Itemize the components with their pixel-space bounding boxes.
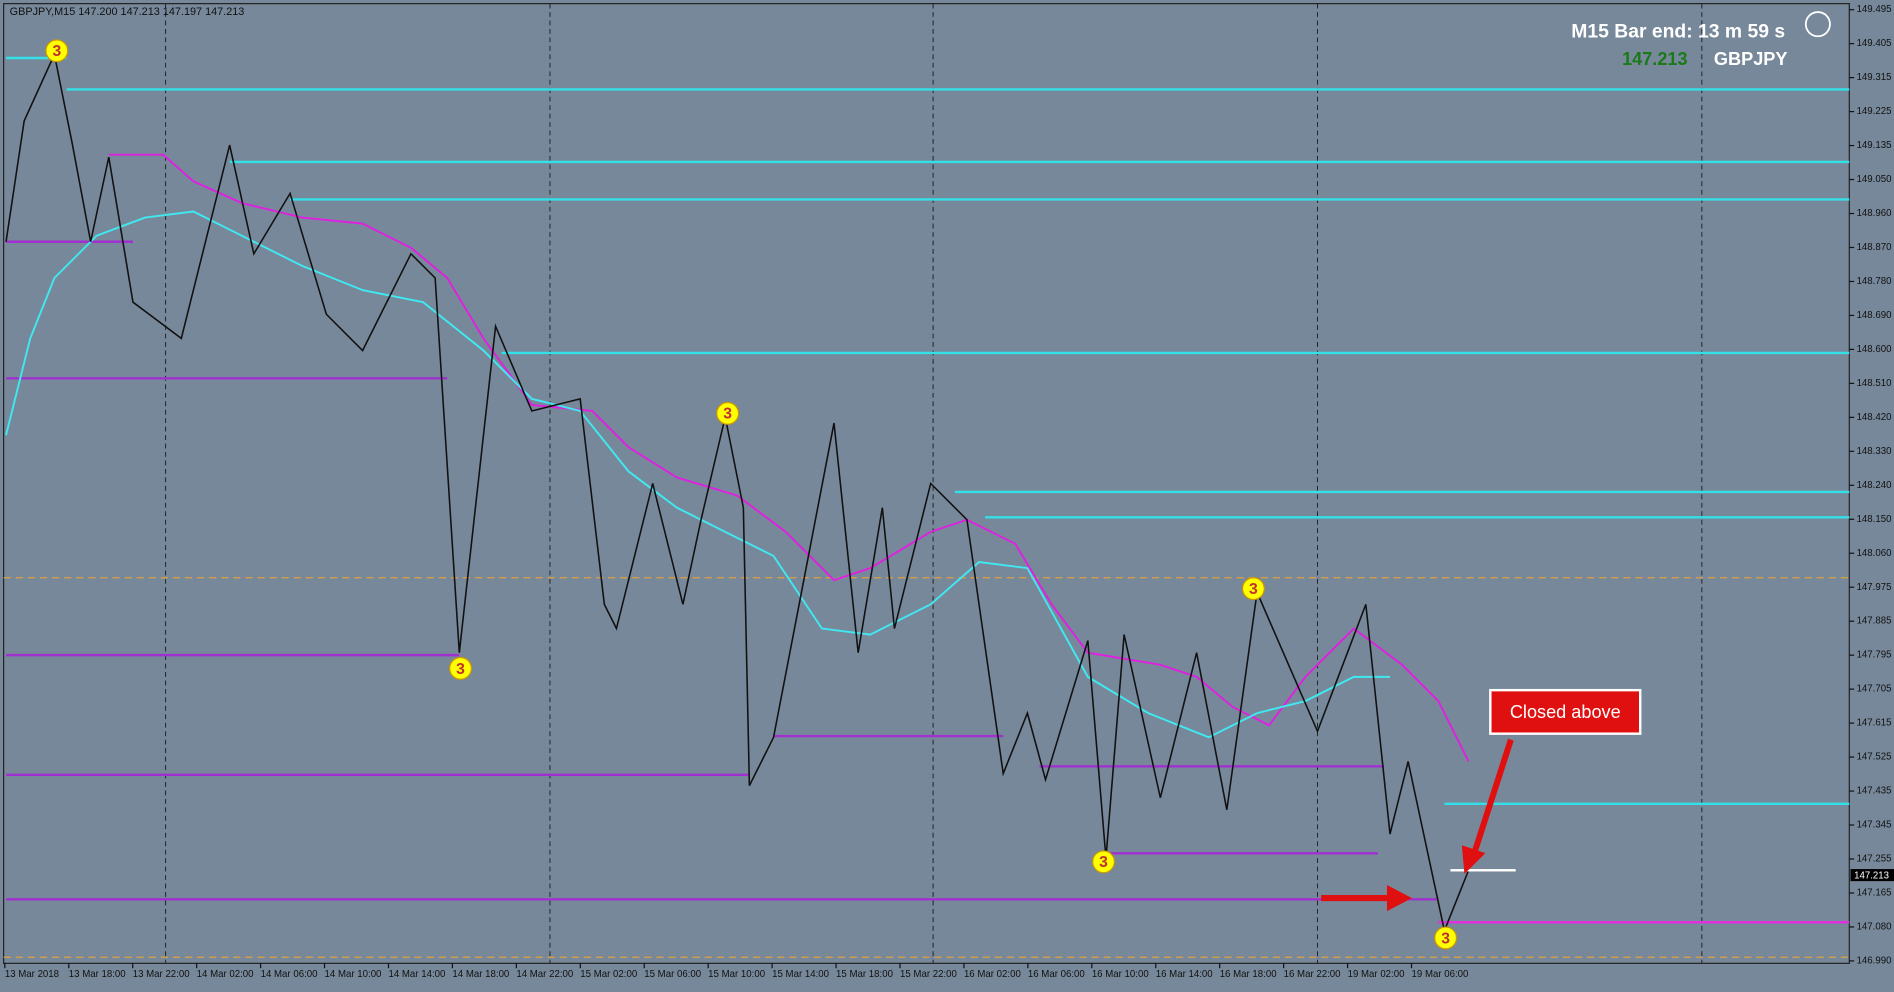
price-label: 147.795 <box>1857 650 1892 661</box>
wave-marker: 3 <box>723 406 732 423</box>
price-label: 148.960 <box>1857 208 1892 219</box>
time-label: 15 Mar 14:00 <box>772 969 829 980</box>
time-label: 16 Mar 06:00 <box>1028 969 1085 980</box>
wave-marker: 3 <box>1441 930 1450 947</box>
time-label: 15 Mar 02:00 <box>580 969 637 980</box>
current-price-box <box>1850 869 1894 882</box>
time-label: 14 Mar 18:00 <box>452 969 509 980</box>
price-label: 148.780 <box>1857 276 1892 287</box>
time-label: 16 Mar 10:00 <box>1092 969 1149 980</box>
time-label: 16 Mar 14:00 <box>1156 969 1213 980</box>
time-label: 15 Mar 10:00 <box>708 969 765 980</box>
price-label: 149.225 <box>1857 106 1892 117</box>
price-label: 149.495 <box>1857 4 1892 15</box>
price-label: 147.525 <box>1857 752 1892 763</box>
price-axis: 149.495 149.405 149.315 149.225 149.135 149.0… <box>1849 4 1891 966</box>
price-label: 148.600 <box>1857 344 1892 355</box>
wave-marker: 3 <box>456 661 465 678</box>
time-label: 13 Mar 18:00 <box>69 969 126 980</box>
price-label: 146.990 <box>1857 955 1892 966</box>
price-label: 148.150 <box>1857 514 1892 525</box>
price-label: 147.435 <box>1857 786 1892 797</box>
price-label: 147.255 <box>1857 854 1892 865</box>
time-label: 15 Mar 18:00 <box>836 969 893 980</box>
price-label: 148.690 <box>1857 310 1892 321</box>
price-label: 148.510 <box>1857 378 1892 389</box>
annotation-arrows <box>1321 738 1514 912</box>
time-label: 13 Mar 2018 <box>5 969 59 980</box>
time-label: 14 Mar 22:00 <box>516 969 573 980</box>
time-label: 16 Mar 02:00 <box>964 969 1021 980</box>
current-bar-line <box>1450 869 1516 872</box>
time-label: 19 Mar 02:00 <box>1348 969 1405 980</box>
price-label: 148.060 <box>1857 548 1892 559</box>
price-label: 147.885 <box>1857 616 1892 627</box>
price-label: 147.975 <box>1857 582 1892 593</box>
price-path <box>5 51 1470 934</box>
bar-end-timer: M15 Bar end: 13 m 59 s <box>1571 22 1785 43</box>
wave-marker: 3 <box>1249 581 1258 598</box>
current-price: 147.213 <box>1854 870 1889 881</box>
time-axis: 13 Mar 2018 13 Mar 18:00 13 Mar 22:00 14 Ma… <box>4 963 1469 980</box>
time-label: 14 Mar 10:00 <box>325 969 382 980</box>
time-label: 14 Mar 14:00 <box>388 969 445 980</box>
resistance-lines <box>6 56 1850 805</box>
price-label: 149.050 <box>1857 174 1892 185</box>
moving-average-down <box>108 153 1470 762</box>
symbol-info: GBPJPY,M15 147.200 147.213 147.197 147.2… <box>10 6 245 18</box>
clock-icon[interactable] <box>1804 11 1831 38</box>
time-label: 16 Mar 22:00 <box>1284 969 1341 980</box>
price-label: 149.405 <box>1857 38 1892 49</box>
annotation-text: Closed above <box>1510 702 1621 722</box>
price-label: 147.615 <box>1857 718 1892 729</box>
annotation-box <box>1489 688 1642 735</box>
time-label: 13 Mar 22:00 <box>133 969 190 980</box>
wave-markers: 3 3 3 3 3 3 <box>52 43 1450 947</box>
time-label: 15 Mar 06:00 <box>644 969 701 980</box>
price-label: 147.705 <box>1857 684 1892 695</box>
time-label: 19 Mar 06:00 <box>1412 969 1469 980</box>
overlay-symbol: GBPJPY <box>1714 49 1788 69</box>
moving-average-up <box>5 210 1391 739</box>
support-lines <box>6 240 1850 924</box>
wave-marker: 3 <box>52 43 61 60</box>
level-lines <box>3 577 1850 958</box>
price-label: 147.345 <box>1857 820 1892 831</box>
time-label: 14 Mar 02:00 <box>197 969 254 980</box>
time-label: 14 Mar 06:00 <box>261 969 318 980</box>
price-label: 147.165 <box>1857 888 1892 899</box>
price-label: 148.330 <box>1857 446 1892 457</box>
plot-border <box>3 3 1850 964</box>
time-label: 16 Mar 18:00 <box>1220 969 1277 980</box>
price-label: 149.315 <box>1857 72 1892 83</box>
price-label: 148.420 <box>1857 412 1892 423</box>
wave-marker: 3 <box>1099 854 1108 871</box>
wave-marker-circles <box>45 39 1458 950</box>
price-label: 149.135 <box>1857 140 1892 151</box>
price-label: 148.240 <box>1857 480 1892 491</box>
time-label: 15 Mar 22:00 <box>900 969 957 980</box>
price-label: 148.870 <box>1857 242 1892 253</box>
price-label: 147.080 <box>1857 921 1892 932</box>
overlay-price: 147.213 <box>1622 49 1688 69</box>
